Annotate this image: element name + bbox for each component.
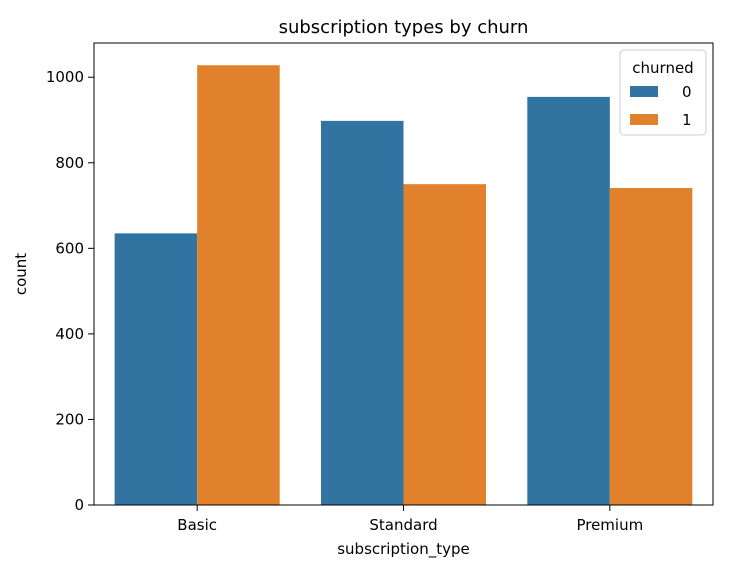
x-tick-label-basic: Basic [177,516,217,534]
legend-label-0: 0 [682,83,692,101]
legend-label-1: 1 [682,111,692,129]
bar-premium-series-0 [527,96,610,506]
y-tick-label-800: 800 [55,154,84,172]
chart-title: subscription types by churn [279,17,529,38]
y-axis-title: count [12,253,30,295]
bar-standard-series-0 [320,120,404,506]
bar-basic-series-1 [197,65,280,506]
x-tick-label-premium: Premium [576,516,643,534]
y-tick-label-200: 200 [55,410,84,428]
axes-layer: 0 200 400 600 800 1000 Basic Standard Premium [46,42,714,534]
y-tick-label-600: 600 [55,239,84,257]
legend-title: churned [632,59,693,77]
y-tick-label-1000: 1000 [46,68,84,86]
bar-basic-series-0 [114,233,198,506]
bars-layer [114,65,693,506]
x-axis-title: subscription_type [337,540,470,559]
legend-swatch-1 [630,114,658,125]
bar-premium-series-1 [609,188,693,505]
legend-swatch-0 [630,86,658,97]
legend-frame [619,49,707,136]
x-tick-label-standard: Standard [369,516,437,534]
y-tick-label-400: 400 [55,325,84,343]
legend: churned 0 1 [619,49,707,136]
y-tick-label-0: 0 [74,496,84,514]
bar-standard-series-1 [403,184,487,506]
